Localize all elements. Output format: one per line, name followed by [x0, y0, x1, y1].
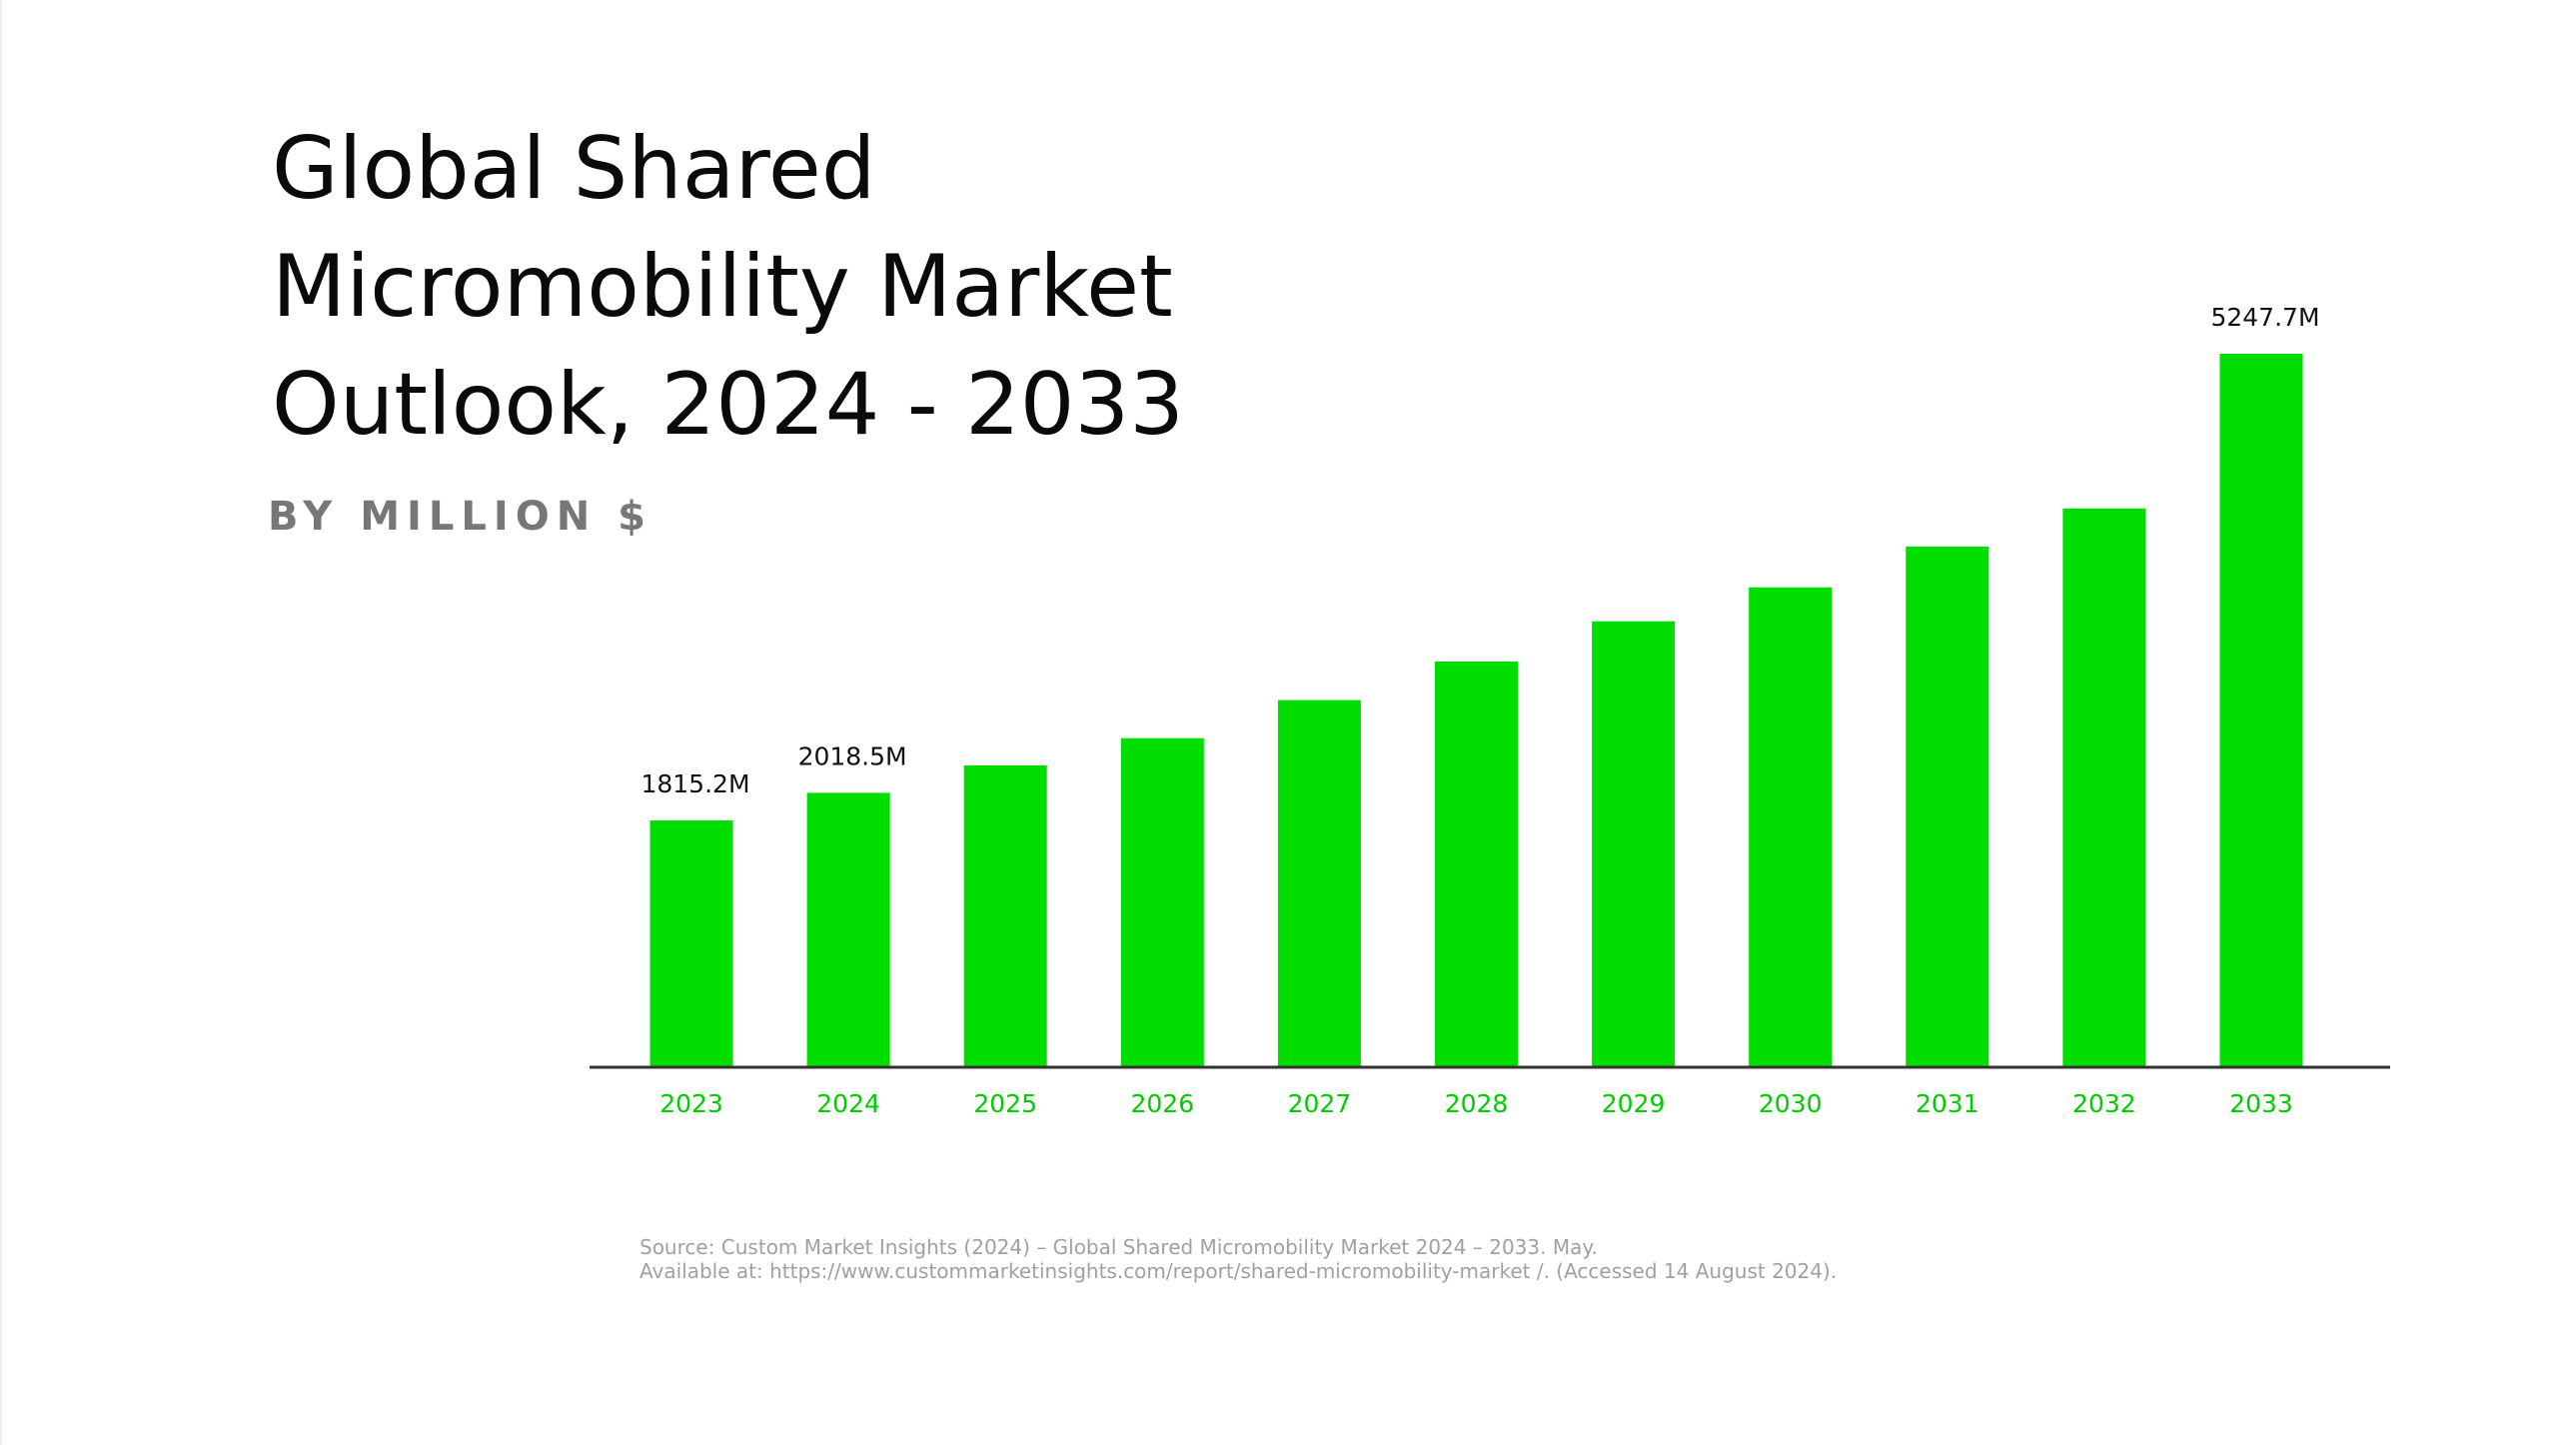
bar-2023	[649, 820, 733, 1067]
chart-title-line-3: Outlook, 2024 - 2033	[272, 355, 1184, 455]
x-tick-label-2030: 2030	[1759, 1089, 1823, 1118]
source-line-1: Source: Custom Market Insights (2024) – …	[640, 1235, 1598, 1259]
x-tick-label-2028: 2028	[1445, 1089, 1509, 1118]
chart-title-line-1: Global Shared	[272, 119, 876, 219]
bar-2025	[963, 764, 1047, 1067]
x-tick-label-2032: 2032	[2072, 1089, 2136, 1118]
x-tick-label-2033: 2033	[2229, 1089, 2293, 1118]
bar-2031	[1906, 546, 1989, 1067]
chart-title: Global Shared Micromobility Market Outlo…	[272, 110, 1371, 464]
x-tick-label-2027: 2027	[1288, 1089, 1352, 1118]
data-label-2024: 2018.5M	[798, 741, 907, 770]
x-tick-label-2031: 2031	[1916, 1089, 1979, 1118]
bar-2033	[2219, 354, 2303, 1067]
page-left-border	[0, 0, 2, 1445]
data-label-2023: 1815.2M	[641, 769, 749, 798]
bar-2029	[1592, 621, 1676, 1067]
bar-2030	[1749, 587, 1833, 1067]
source-citation: Source: Custom Market Insights (2024) – …	[640, 1235, 2138, 1283]
bar-2032	[2062, 508, 2146, 1067]
x-tick-label-2029: 2029	[1602, 1089, 1666, 1118]
x-tick-label-2025: 2025	[973, 1089, 1037, 1118]
bar-2028	[1435, 661, 1518, 1067]
bar-2024	[806, 792, 890, 1067]
source-line-2: Available at: https://www.custommarketin…	[640, 1259, 1838, 1283]
chart-title-line-2: Micromobility Market	[272, 237, 1173, 337]
chart-subtitle: BY MILLION $	[268, 494, 652, 540]
x-tick-label-2026: 2026	[1130, 1089, 1194, 1118]
data-label-2033: 5247.7M	[2210, 303, 2319, 332]
x-tick-label-2023: 2023	[659, 1089, 723, 1118]
x-tick-label-2024: 2024	[816, 1089, 880, 1118]
bar-2026	[1120, 737, 1204, 1067]
bar-2027	[1277, 700, 1361, 1067]
